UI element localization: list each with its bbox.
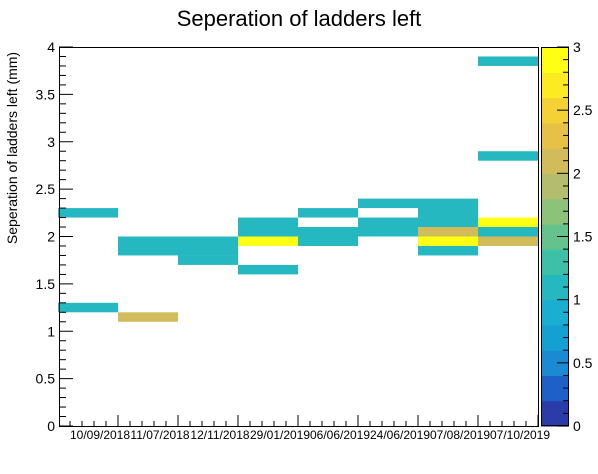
- heatmap-cell: [418, 236, 478, 246]
- heatmap-cell: [238, 264, 298, 275]
- y-tick-label: 0: [47, 418, 55, 434]
- color-scale: 0 0.5 1 1.5 2 2.5 3: [541, 39, 593, 434]
- y-tick-label: 3.5: [36, 86, 56, 102]
- chart-title: Seperation of ladders left: [177, 6, 422, 31]
- y-tick-label: 0.5: [36, 371, 56, 387]
- y-tick-label: 2.5: [36, 181, 56, 197]
- heatmap-cell: [478, 227, 538, 237]
- heatmap-cell: [478, 56, 538, 66]
- heatmap-cell: [478, 151, 538, 161]
- heatmap-cell: [118, 312, 178, 322]
- colorbar-tick-label: 3: [573, 39, 581, 55]
- heatmap-cell: [418, 245, 478, 256]
- colorbar-tick-label: 2.5: [573, 102, 593, 118]
- x-tick-label: 07/08/2019: [430, 428, 490, 442]
- x-tick-label: 06/06/2019: [310, 428, 370, 442]
- heatmap-cells: [58, 56, 538, 322]
- y-tick-label: 4: [47, 39, 55, 55]
- x-tick-label: 10/09/2018: [70, 428, 130, 442]
- x-tick-label: 07/10/2019: [490, 428, 550, 442]
- heatmap-cell: [58, 302, 118, 313]
- colorbar-tick-label: 0.5: [573, 355, 593, 371]
- colorbar-tick-label: 1: [573, 292, 581, 308]
- heatmap-cell: [418, 227, 478, 237]
- y-tick-label: 2: [47, 229, 55, 245]
- heatmap-cell: [478, 236, 538, 246]
- y-tick-label: 3: [47, 134, 55, 150]
- colorbar-tick-label: 2: [573, 165, 581, 181]
- colorbar-tick-label: 0: [573, 418, 581, 434]
- x-tick-label: 29/01/2019: [250, 428, 310, 442]
- x-tick-label: 24/06/2019: [370, 428, 430, 442]
- heatmap-cell: [238, 217, 298, 237]
- heatmap-cell: [298, 227, 358, 246]
- y-tick-label: 1: [47, 323, 55, 339]
- y-axis-label: Seperation of ladders left (mm): [4, 52, 20, 244]
- y-tick-label: 1.5: [36, 276, 56, 292]
- heatmap-cell: [478, 217, 538, 228]
- heatmap-cell: [178, 255, 238, 265]
- colorbar-tick-label: 1.5: [573, 229, 593, 245]
- heatmap-cell: [118, 236, 178, 256]
- heatmap-cell: [358, 198, 418, 209]
- heatmap-cell: [358, 217, 418, 237]
- x-tick-label: 11/07/2018: [130, 428, 189, 442]
- y-axis: 0 0.5 1 1.5 2 2.5 3 3.5 4: [36, 39, 73, 434]
- heatmap-cell: [418, 198, 478, 228]
- heatmap-cell: [178, 236, 238, 256]
- heatmap-cell: [238, 236, 298, 246]
- x-tick-label: 12/11/2018: [190, 428, 249, 442]
- heatmap-cell: [298, 208, 358, 218]
- heatmap-cell: [58, 208, 118, 218]
- x-axis: 10/09/2018 11/07/2018 12/11/2018 29/01/2019…: [69, 415, 550, 442]
